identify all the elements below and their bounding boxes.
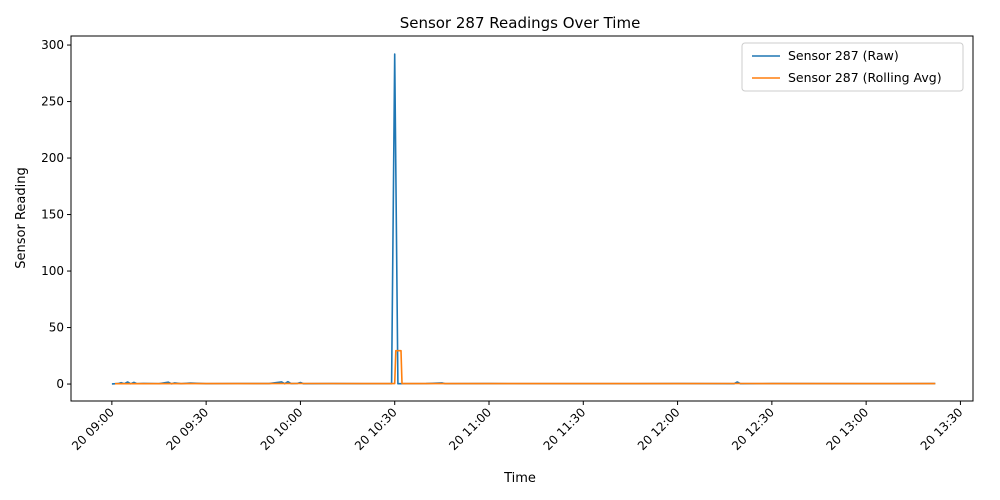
y-axis: 0 50 100 150 200 250 300: [41, 38, 71, 391]
y-tick-label: 0: [56, 377, 64, 391]
plot-area: [111, 53, 936, 385]
legend-label-raw: Sensor 287 (Raw): [788, 48, 899, 63]
y-tick-label: 50: [49, 321, 64, 335]
y-axis-label: Sensor Reading: [14, 167, 29, 268]
legend-label-rolling-avg: Sensor 287 (Rolling Avg): [788, 70, 942, 85]
y-tick-label: 100: [41, 264, 64, 278]
y-tick-label: 300: [41, 38, 64, 52]
x-axis-label: Time: [503, 471, 536, 486]
legend: Sensor 287 (Raw) Sensor 287 (Rolling Avg…: [741, 42, 964, 92]
chart-title: Sensor 287 Readings Over Time: [400, 14, 641, 32]
axes-frame: [70, 35, 974, 402]
legend-box: [741, 42, 964, 92]
y-tick-label: 150: [41, 208, 64, 222]
y-tick-label: 250: [41, 95, 64, 109]
y-tick-label: 200: [41, 151, 64, 165]
series-line-1: [114, 349, 936, 385]
